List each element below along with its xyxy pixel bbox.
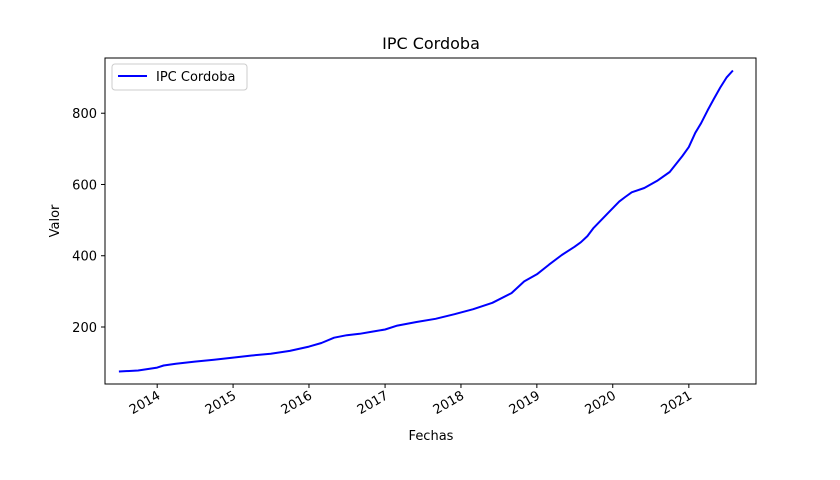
y-tick-label: 400: [72, 250, 97, 265]
y-axis: 200 400 600 800: [72, 107, 105, 336]
y-tick-label: 200: [72, 321, 97, 336]
plot-area: [118, 69, 734, 373]
y-tick-label: 600: [72, 178, 97, 193]
y-tick-label: 800: [72, 107, 97, 122]
plot-frame: [104, 57, 757, 385]
chart-title: IPC Cordoba: [382, 34, 480, 53]
y-axis-label: Valor: [48, 204, 63, 237]
x-axis-label: Fechas: [409, 429, 454, 444]
series-line-0: [118, 69, 734, 373]
legend: IPC Cordoba: [111, 63, 248, 91]
legend-box: [111, 63, 248, 91]
legend-label: IPC Cordoba: [156, 70, 235, 85]
